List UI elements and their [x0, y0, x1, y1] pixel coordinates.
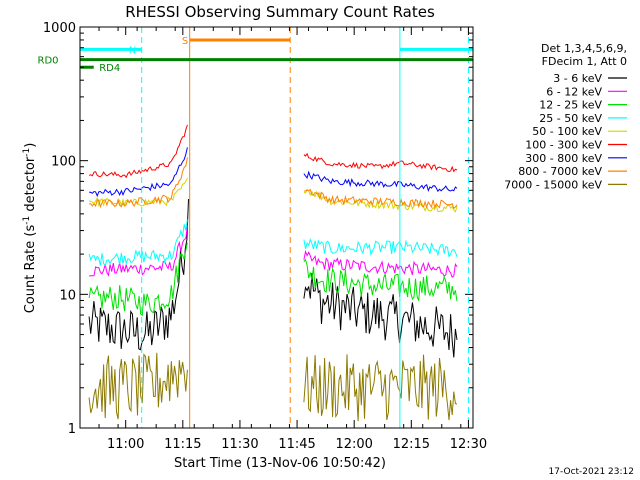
y-axis-label-main: Count Rate (s: [23, 225, 38, 314]
series-6-pre-line: [89, 147, 188, 198]
y-axis-label-sup1: -1: [22, 216, 32, 225]
y-axis-label: Count Rate (s-1 detector-1): [22, 143, 38, 314]
series-3-pre-line: [88, 219, 188, 267]
legend-label-4: 50 - 100 keV: [532, 125, 602, 138]
x-axis-label: Start Time (13-Nov-06 10:50:42): [174, 456, 386, 471]
legend: Det 1,3,4,5,6,9,FDecim 1, Att 0 3 - 6 keV…: [504, 42, 627, 191]
plot-frame: [79, 26, 474, 429]
chart-title: RHESSI Observing Summary Count Rates: [125, 3, 435, 21]
legend-label-2: 12 - 25 keV: [539, 99, 602, 112]
series-3: [88, 219, 458, 267]
series-4-post-line: [303, 189, 458, 213]
legend-header-0: Det 1,3,4,5,6,9,: [541, 42, 627, 55]
series-7-pre-line: [89, 157, 188, 209]
y-tick-label-3: 1000: [43, 21, 76, 36]
legend-label-0: 3 - 6 keV: [553, 72, 602, 85]
legend-label-8: 7000 - 15000 keV: [504, 178, 602, 191]
series-1: [88, 225, 458, 279]
series-5-pre-line: [88, 124, 188, 179]
series-5-post-line: [303, 152, 458, 173]
series-2: [88, 242, 458, 317]
x-tick-label-1: 11:15: [164, 437, 201, 452]
x-tick-label-4: 12:00: [335, 437, 372, 452]
series-8: [88, 352, 458, 422]
x-tick-label-2: 11:30: [221, 437, 258, 452]
y-axis-label-mid: detector: [23, 156, 38, 216]
series-0: [88, 198, 458, 358]
series-1-post-line: [303, 249, 458, 279]
series-7: [89, 157, 458, 210]
series-5: [88, 124, 458, 179]
legend-label-5: 100 - 300 keV: [525, 139, 602, 152]
series-3-post-line: [303, 237, 458, 258]
legend-label-6: 300 - 800 keV: [525, 152, 602, 165]
series-8-post-line: [303, 354, 458, 422]
flag-label-1: S: [182, 36, 188, 47]
x-tick-label-0: 11:00: [107, 437, 144, 452]
series-6: [89, 147, 458, 198]
series-1-pre-line: [88, 225, 188, 277]
y-axis-label-end: ): [23, 143, 38, 148]
footer-timestamp: 17-Oct-2021 23:12: [549, 467, 634, 477]
x-tick-label-6: 12:30: [450, 437, 487, 452]
series-6-post-line: [303, 170, 458, 193]
series-8-pre-line: [88, 352, 188, 420]
flag-label-0: N: [129, 45, 136, 56]
series-0-post-line: [303, 272, 458, 358]
series-0-pre-line: [88, 198, 189, 351]
y-axis-label-sup2: -1: [22, 148, 32, 157]
legend-label-7: 800 - 7000 keV: [518, 165, 602, 178]
series-7-post-line: [303, 188, 458, 210]
y-tick-label-0: 1: [68, 422, 76, 437]
series-2-pre-line: [88, 242, 188, 317]
y-tick-label-2: 100: [51, 155, 76, 170]
x-tick-label-3: 11:45: [278, 437, 315, 452]
legend-label-1: 6 - 12 keV: [546, 85, 602, 98]
legend-label-3: 25 - 50 keV: [539, 112, 602, 125]
flag-label-2: RD0: [38, 56, 59, 67]
series-2-post-line: [303, 258, 458, 302]
x-tick-label-5: 12:15: [393, 437, 430, 452]
legend-header-1: FDecim 1, Att 0: [542, 55, 627, 68]
y-tick-label-1: 10: [59, 288, 76, 303]
flag-label-3: RD4: [99, 63, 120, 74]
